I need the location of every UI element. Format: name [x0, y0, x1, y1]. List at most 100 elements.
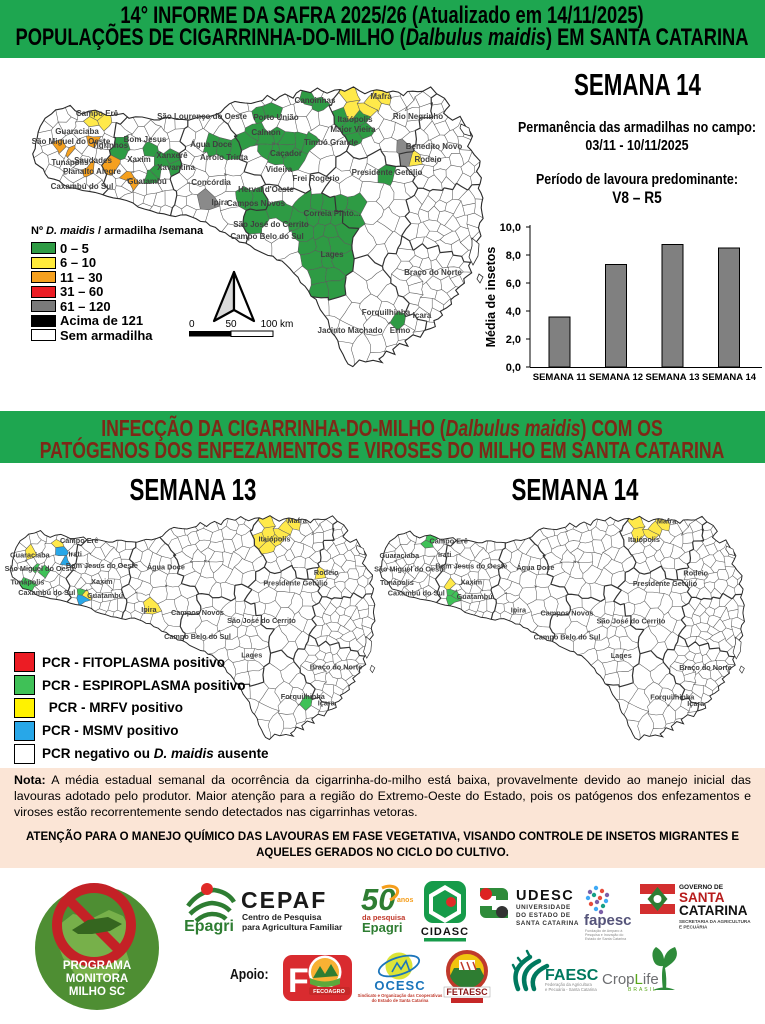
- svg-text:UDESC: UDESC: [516, 888, 574, 904]
- svg-text:Videira: Videira: [266, 165, 293, 174]
- svg-text:Fundação de Amparo à: Fundação de Amparo à: [585, 929, 622, 933]
- svg-text:Rio Negrinho: Rio Negrinho: [393, 112, 443, 121]
- svg-text:F: F: [288, 962, 309, 1000]
- svg-text:Estado de Santa Catarina: Estado de Santa Catarina: [585, 937, 626, 941]
- svg-text:Planalto Alegre: Planalto Alegre: [63, 167, 121, 176]
- svg-text:Xaxim: Xaxim: [127, 155, 151, 164]
- svg-text:CEPAF: CEPAF: [241, 887, 327, 913]
- svg-text:CropLife: CropLife: [602, 971, 659, 988]
- svg-text:Média de insetos: Média de insetos: [485, 247, 498, 348]
- svg-text:Herval d'Oeste: Herval d'Oeste: [238, 185, 294, 194]
- svg-text:Rodeio: Rodeio: [683, 569, 708, 578]
- svg-text:SECRETARIA DA AGRICULTURA: SECRETARIA DA AGRICULTURA: [679, 919, 751, 924]
- svg-text:São Lourenço do Oeste: São Lourenço do Oeste: [157, 112, 247, 121]
- svg-text:Pesquisa e Inovação do: Pesquisa e Inovação do: [585, 933, 623, 937]
- svg-text:100 km: 100 km: [261, 319, 294, 330]
- svg-text:Bom Jesus do Oeste: Bom Jesus do Oeste: [435, 561, 507, 570]
- svg-text:Presidente Getúlio: Presidente Getúlio: [633, 579, 698, 588]
- svg-text:Bom Jesus: Bom Jesus: [124, 135, 167, 144]
- svg-text:GOVERNO DE: GOVERNO DE: [679, 884, 724, 891]
- svg-text:Campo Erê: Campo Erê: [430, 537, 468, 546]
- svg-text:Xanxerê: Xanxerê: [156, 151, 188, 160]
- svg-text:Campos Novos: Campos Novos: [540, 609, 593, 618]
- svg-text:DO ESTADO DE: DO ESTADO DE: [516, 912, 571, 919]
- svg-text:Lages: Lages: [611, 651, 632, 660]
- svg-text:Rodeio: Rodeio: [314, 568, 339, 577]
- svg-text:anos: anos: [397, 897, 413, 904]
- svg-text:Porto União: Porto União: [253, 113, 298, 122]
- svg-text:Saudades: Saudades: [74, 156, 112, 165]
- svg-text:FAESC: FAESC: [545, 967, 599, 984]
- svg-text:Bom Jesus do Oeste: Bom Jesus do Oeste: [66, 561, 138, 570]
- svg-text:Centro de Pesquisa: Centro de Pesquisa: [242, 912, 322, 922]
- svg-text:Mafra: Mafra: [370, 92, 392, 101]
- svg-text:Benedito Novo: Benedito Novo: [406, 142, 463, 151]
- svg-text:SEMANA 13: SEMANA 13: [645, 372, 699, 383]
- svg-text:OCESC: OCESC: [374, 978, 425, 993]
- svg-text:Federação da Agricultura: Federação da Agricultura: [545, 982, 592, 987]
- svg-text:Caxambú do Sul: Caxambú do Sul: [51, 182, 114, 191]
- svg-text:e Pecuária - Santa Catarina: e Pecuária - Santa Catarina: [545, 987, 597, 992]
- svg-text:Jacinto Machado: Jacinto Machado: [318, 326, 383, 335]
- svg-text:Forquilhinha: Forquilhinha: [650, 693, 695, 702]
- svg-text:Epagri: Epagri: [362, 920, 402, 935]
- svg-text:Guaraciaba: Guaraciaba: [379, 551, 420, 560]
- svg-text:do Estado de Santa Catarina: do Estado de Santa Catarina: [372, 998, 429, 1003]
- svg-text:50: 50: [225, 319, 237, 330]
- svg-text:Tigrinhos: Tigrinhos: [92, 141, 129, 150]
- svg-text:Água Doce: Água Doce: [516, 563, 554, 572]
- svg-text:Tunápolis: Tunápolis: [51, 158, 89, 167]
- svg-text:Ipira: Ipira: [141, 605, 157, 614]
- svg-text:Correia Pinto...: Correia Pinto...: [304, 209, 361, 218]
- svg-text:Ipira: Ipira: [511, 605, 527, 614]
- svg-text:Campos Novos: Campos Novos: [171, 608, 224, 617]
- svg-text:para Agricultura Familiar: para Agricultura Familiar: [242, 922, 343, 932]
- svg-text:Itaiópolis: Itaiópolis: [258, 534, 290, 543]
- svg-text:PROGRAMA: PROGRAMA: [63, 960, 131, 972]
- svg-text:2,0: 2,0: [506, 334, 521, 346]
- svg-text:BRASIL: BRASIL: [628, 987, 658, 993]
- svg-text:Braço do Norte: Braço do Norte: [310, 662, 363, 671]
- svg-text:São José do Cerrito: São José do Cerrito: [227, 616, 296, 625]
- svg-text:São José do Cerrito: São José do Cerrito: [597, 617, 666, 626]
- svg-text:SEMANA 11: SEMANA 11: [533, 372, 587, 383]
- svg-text:MONITORA: MONITORA: [66, 973, 128, 985]
- svg-text:Lages: Lages: [320, 250, 344, 259]
- svg-text:Caxambú do Sul: Caxambú do Sul: [18, 588, 75, 597]
- svg-text:UNIVERSIDADE: UNIVERSIDADE: [516, 904, 571, 911]
- svg-text:FETAESC: FETAESC: [446, 987, 488, 997]
- svg-text:Major Vieira: Major Vieira: [330, 125, 376, 134]
- svg-text:CATARINA: CATARINA: [679, 903, 748, 918]
- svg-text:4,0: 4,0: [506, 306, 521, 318]
- svg-text:Canoinhas: Canoinhas: [295, 96, 336, 105]
- svg-text:fapesc: fapesc: [584, 912, 632, 929]
- svg-text:Guaraciaba: Guaraciaba: [55, 127, 99, 136]
- svg-text:Presidente Getúlio: Presidente Getúlio: [352, 168, 423, 177]
- svg-text:da pesquisa: da pesquisa: [362, 913, 406, 922]
- svg-text:Arroio Trinta: Arroio Trinta: [200, 153, 249, 162]
- svg-text:Braço do Norte: Braço do Norte: [679, 663, 732, 672]
- svg-text:Campo Belo do Sul: Campo Belo do Sul: [164, 632, 231, 641]
- svg-text:Campo Erê: Campo Erê: [60, 536, 98, 545]
- svg-text:Frei Rogério: Frei Rogério: [292, 174, 339, 183]
- svg-text:SANTA: SANTA: [679, 890, 725, 905]
- svg-text:SANTA CATARINA: SANTA CATARINA: [516, 920, 579, 927]
- svg-text:São Miguel do Oeste: São Miguel do Oeste: [374, 565, 446, 574]
- svg-text:São José do Cerrito: São José do Cerrito: [233, 220, 309, 229]
- svg-text:E PECUÁRIA: E PECUÁRIA: [679, 924, 708, 930]
- svg-text:Xaxim: Xaxim: [461, 577, 482, 586]
- svg-text:Içara: Içara: [413, 311, 432, 320]
- svg-text:50: 50: [361, 882, 395, 917]
- svg-text:Guatambú: Guatambú: [127, 177, 167, 186]
- svg-text:Campo Belo do Sul: Campo Belo do Sul: [230, 232, 303, 241]
- svg-text:Apoio:: Apoio:: [230, 966, 269, 982]
- svg-text:SEMANA 14: SEMANA 14: [702, 372, 757, 383]
- svg-text:Concórdia: Concórdia: [191, 178, 231, 187]
- svg-text:Campo Erê: Campo Erê: [76, 109, 119, 118]
- svg-text:Presidente Getúlio: Presidente Getúlio: [263, 578, 328, 587]
- svg-text:Campo Belo do Sul: Campo Belo do Sul: [534, 633, 601, 642]
- svg-text:0,0: 0,0: [506, 362, 521, 374]
- svg-text:Mafra: Mafra: [657, 517, 677, 526]
- svg-text:Caçador: Caçador: [270, 149, 302, 158]
- svg-text:Ermo: Ermo: [390, 326, 411, 335]
